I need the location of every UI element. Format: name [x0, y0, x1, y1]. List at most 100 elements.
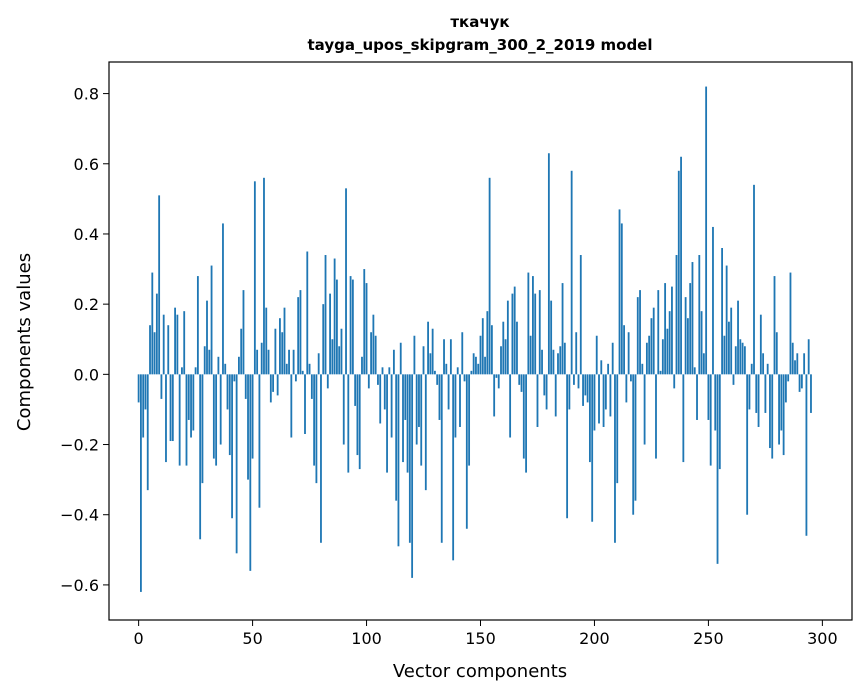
bar-114 — [397, 374, 400, 547]
bar-66 — [288, 349, 290, 375]
y-tick-label: 0.8 — [74, 85, 99, 104]
bar-160 — [502, 321, 505, 375]
bar-147 — [472, 353, 475, 375]
bar-265 — [741, 342, 744, 375]
bar-40 — [228, 374, 231, 456]
bar-75 — [308, 363, 311, 375]
bar-132 — [438, 374, 441, 420]
bar-267 — [746, 374, 749, 515]
bar-43 — [235, 374, 238, 554]
bar-225 — [650, 318, 653, 375]
bar-280 — [775, 332, 778, 375]
bar-254 — [716, 374, 719, 564]
bar-232 — [666, 328, 669, 375]
bar-240 — [684, 297, 687, 375]
bar-39 — [226, 374, 229, 410]
bar-219 — [636, 297, 639, 375]
bar-243 — [691, 262, 694, 375]
bar-185 — [559, 346, 562, 375]
bar-163 — [509, 374, 512, 438]
bar-96 — [356, 374, 359, 456]
bar-285 — [787, 374, 790, 382]
bar-84 — [329, 293, 331, 375]
bar-101 — [367, 374, 370, 389]
bar-131 — [436, 374, 439, 385]
bar-50 — [251, 374, 254, 459]
bar-211 — [618, 209, 621, 375]
y-tick-label: −0.2 — [60, 436, 99, 455]
bar-44 — [238, 356, 240, 375]
bar-245 — [696, 374, 698, 420]
bar-275 — [764, 374, 767, 413]
bar-250 — [707, 374, 710, 420]
bar-284 — [784, 374, 787, 403]
bar-69 — [294, 374, 297, 382]
bar-88 — [338, 346, 341, 375]
bar-278 — [771, 374, 774, 459]
bar-62 — [279, 318, 281, 375]
bar-209 — [614, 374, 616, 543]
bar-292 — [803, 353, 806, 375]
bar-106 — [379, 374, 382, 424]
bar-138 — [452, 374, 455, 561]
bar-214 — [625, 374, 628, 403]
bar-36 — [219, 374, 222, 445]
bar-180 — [547, 153, 550, 375]
y-tick-label: −0.6 — [60, 576, 99, 595]
bar-55 — [263, 177, 265, 375]
bar-200 — [593, 374, 596, 431]
bar-24 — [192, 374, 195, 431]
bar-32 — [210, 265, 213, 375]
bar-234 — [671, 286, 673, 375]
bar-235 — [673, 374, 676, 389]
bar-142 — [461, 332, 464, 375]
bar-110 — [388, 367, 391, 375]
bar-159 — [500, 346, 502, 375]
bar-215 — [627, 332, 630, 375]
bar-277 — [769, 374, 771, 449]
bar-71 — [299, 290, 302, 375]
bar-65 — [285, 363, 288, 375]
bar-115 — [399, 342, 402, 375]
bar-117 — [404, 374, 407, 420]
bar-169 — [522, 374, 525, 459]
bar-136 — [447, 374, 450, 410]
bar-82 — [324, 255, 327, 375]
bar-197 — [586, 374, 589, 403]
bar-93 — [349, 276, 352, 375]
bar-98 — [361, 356, 363, 375]
bar-165 — [513, 286, 516, 375]
bar-179 — [545, 374, 548, 410]
bar-77 — [313, 374, 316, 466]
bar-94 — [351, 279, 354, 375]
bar-236 — [675, 255, 678, 375]
x-tick-label: 100 — [351, 629, 382, 648]
bar-274 — [762, 353, 765, 375]
bar-126 — [424, 374, 427, 491]
bar-231 — [664, 283, 667, 375]
bar-89 — [340, 328, 343, 375]
bar-99 — [363, 269, 366, 375]
bar-79 — [317, 353, 320, 375]
bar-168 — [520, 374, 523, 392]
bar-54 — [260, 342, 263, 375]
bar-25 — [194, 367, 197, 375]
bar-202 — [598, 374, 600, 424]
bar-28 — [201, 374, 204, 484]
bar-68 — [292, 349, 295, 375]
bar-195 — [582, 374, 584, 406]
bar-35 — [217, 356, 220, 375]
bar-182 — [552, 349, 555, 375]
bar-273 — [759, 314, 762, 375]
bar-153 — [486, 311, 489, 375]
bar-291 — [800, 374, 803, 389]
bar-59 — [272, 374, 275, 392]
bar-282 — [780, 374, 783, 431]
bar-73 — [304, 374, 306, 434]
bar-270 — [753, 184, 755, 375]
bar-85 — [331, 339, 334, 375]
bar-38 — [224, 363, 227, 375]
bar-226 — [652, 307, 655, 375]
bar-158 — [497, 374, 500, 389]
bar-53 — [258, 374, 261, 508]
